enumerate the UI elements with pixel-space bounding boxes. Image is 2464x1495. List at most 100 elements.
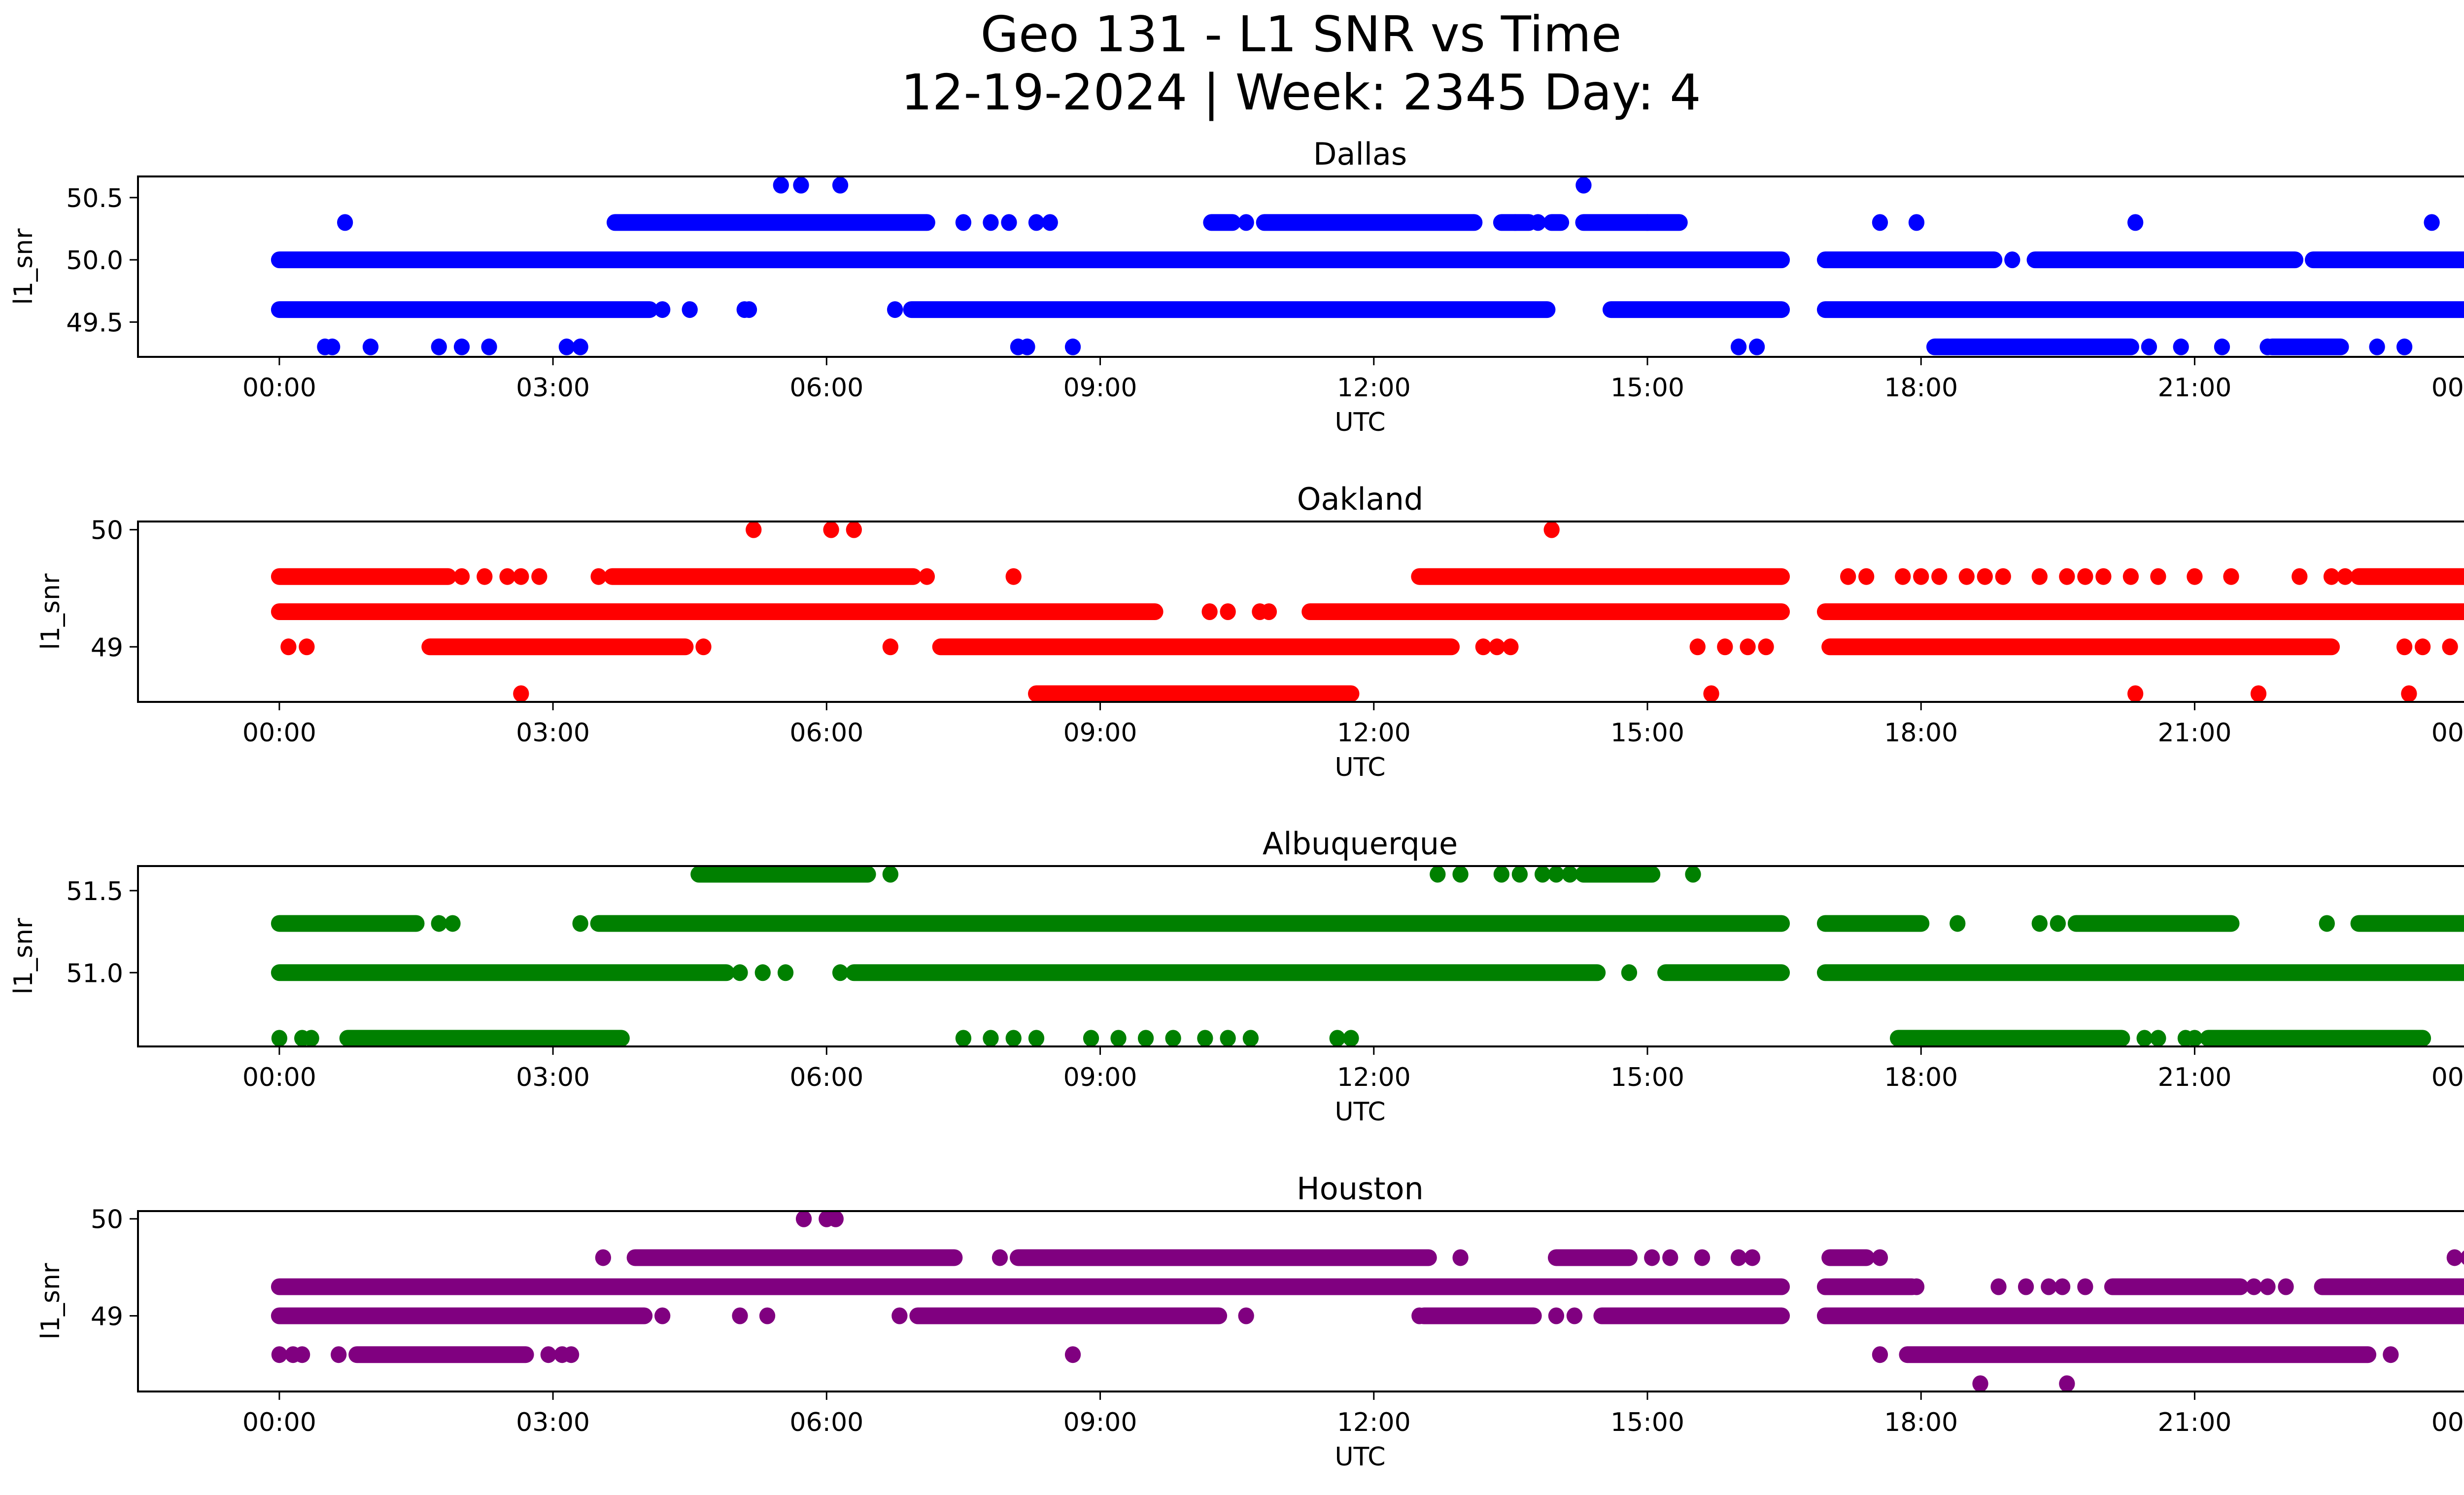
y-axis-label: l1_snr — [36, 1263, 66, 1340]
data-point — [337, 214, 353, 231]
data-point — [431, 915, 447, 932]
data-point — [2424, 214, 2440, 231]
data-point — [2150, 1030, 2166, 1046]
data-point — [654, 1307, 671, 1324]
data-point — [1064, 338, 1081, 355]
y-tick-label: 50.0 — [66, 246, 123, 276]
data-point — [1201, 603, 1218, 620]
data-point — [331, 1346, 347, 1363]
data-point — [1931, 568, 1948, 585]
data-point — [1137, 1030, 1154, 1046]
data-point — [1730, 338, 1747, 355]
data-point — [1995, 568, 2011, 585]
y-tick-label: 49 — [91, 1302, 123, 1332]
data-point — [2319, 915, 2335, 932]
data-point — [499, 568, 515, 585]
data-point — [1562, 866, 1578, 883]
data-point — [832, 176, 849, 194]
x-tick-label: 09:00 — [1063, 373, 1137, 403]
data-point — [1503, 638, 1519, 656]
data-point — [1685, 866, 1701, 883]
data-point — [1343, 1030, 1359, 1046]
data-point — [531, 568, 548, 585]
data-point — [2246, 1278, 2262, 1295]
data-point — [1895, 568, 1911, 585]
data-point — [1872, 214, 1888, 231]
x-axis-label: UTC — [1335, 753, 1385, 782]
data-point — [1703, 685, 1719, 702]
data-point — [513, 568, 529, 585]
data-point — [1511, 866, 1528, 883]
data-point — [1329, 1030, 1345, 1046]
y-axis-label: l1_snr — [9, 918, 38, 995]
x-tick-label: 21:00 — [2158, 1063, 2232, 1092]
data-point — [1717, 638, 1733, 656]
data-point — [983, 214, 999, 231]
data-point — [280, 638, 297, 656]
x-tick-label: 00:00 — [242, 1408, 316, 1437]
data-point — [1566, 1307, 1583, 1324]
data-point — [1165, 1030, 1181, 1046]
data-point — [1197, 1030, 1213, 1046]
data-point — [590, 568, 607, 585]
data-point — [481, 338, 497, 355]
y-axis-label: l1_snr — [36, 573, 66, 650]
data-point — [2460, 1251, 2464, 1265]
x-tick-label: 00:00 — [242, 373, 316, 403]
x-tick-label: 00:00 — [2431, 373, 2464, 403]
data-point — [1242, 1030, 1259, 1046]
data-point — [1507, 214, 1523, 231]
data-point — [795, 1211, 812, 1227]
data-point — [2292, 568, 2308, 585]
y-tick-label: 51.0 — [66, 959, 123, 988]
data-point — [1740, 638, 1756, 656]
data-point — [1452, 866, 1469, 883]
x-tick-label: 03:00 — [516, 373, 590, 403]
x-tick-label: 09:00 — [1063, 1408, 1137, 1437]
data-point — [303, 1030, 319, 1046]
data-point — [1575, 176, 1592, 194]
data-point — [1972, 1375, 1988, 1391]
data-point — [827, 1211, 844, 1227]
data-point — [1689, 638, 1706, 656]
data-point — [1005, 568, 1022, 585]
data-point — [846, 522, 862, 538]
data-point — [2250, 685, 2267, 702]
data-point — [2141, 338, 2157, 355]
x-axis-label: UTC — [1335, 408, 1385, 437]
data-point — [1083, 1030, 1099, 1046]
subplot-title: Albuquerque — [1263, 826, 1458, 862]
subplot-albuquerque: Albuquerque 00:00 03:00 06:00 09:00 12:00 15:0… — [9, 826, 2464, 1127]
data-point — [324, 338, 341, 355]
x-tick-label: 12:00 — [1337, 373, 1411, 403]
data-point — [1977, 568, 1993, 585]
data-point — [1908, 1278, 1925, 1295]
x-tick-label: 00:00 — [2431, 1063, 2464, 1092]
data-point — [1238, 1307, 1254, 1324]
axes-frame — [137, 175, 2464, 358]
data-point — [1001, 214, 1017, 231]
x-tick-label: 12:00 — [1337, 718, 1411, 748]
x-tick-label: 21:00 — [2158, 718, 2232, 748]
data-point — [1019, 338, 1035, 355]
data-point — [362, 338, 379, 355]
data-point — [2150, 568, 2166, 585]
data-point — [992, 1249, 1008, 1266]
data-point — [1238, 214, 1254, 231]
y-tick-label: 50 — [91, 1205, 123, 1235]
data-point — [882, 638, 899, 656]
data-point — [2187, 1030, 2203, 1046]
x-tick-label: 18:00 — [1884, 718, 1958, 748]
data-point — [2259, 338, 2276, 355]
data-point — [1452, 1249, 1469, 1266]
data-point — [1662, 1249, 1678, 1266]
data-point — [1042, 214, 1058, 231]
data-point — [741, 301, 757, 318]
data-point — [1748, 338, 1765, 355]
data-point — [2396, 338, 2413, 355]
data-point — [1543, 522, 1560, 538]
data-point — [1489, 638, 1505, 656]
data-point — [1411, 1307, 1428, 1324]
y-tick-label: 49 — [91, 633, 123, 662]
x-tick-label: 15:00 — [1610, 373, 1684, 403]
